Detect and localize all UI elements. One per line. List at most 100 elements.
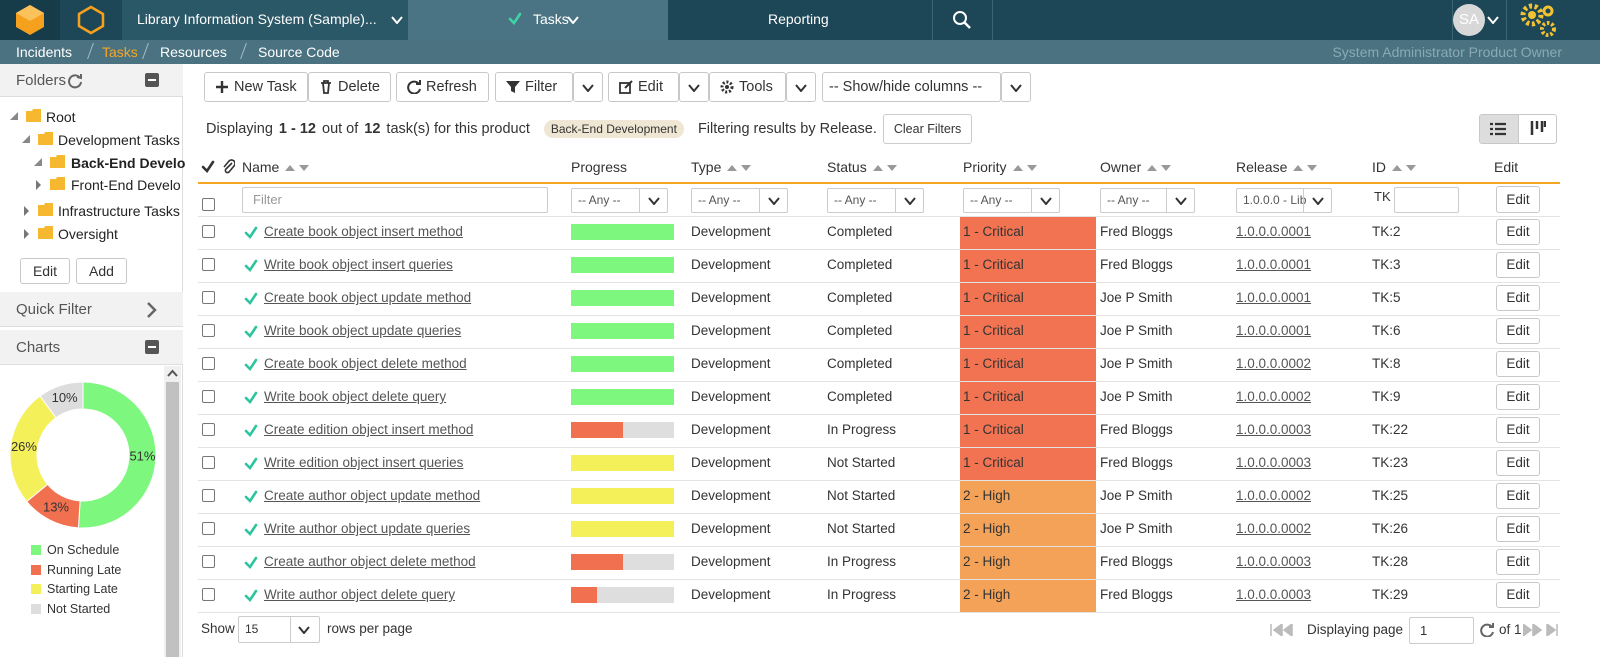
row-edit-button[interactable]: Edit	[1496, 351, 1540, 377]
column-header: Progress	[571, 159, 628, 175]
release-link[interactable]: 1.0.0.0.0003	[1236, 455, 1312, 470]
toolbar-label[interactable]: New Task	[234, 79, 297, 95]
release-link[interactable]: 1.0.0.0.0002	[1236, 488, 1312, 503]
row-edit-button[interactable]: Edit	[1496, 516, 1540, 542]
filter-input[interactable]: Filter	[242, 187, 548, 213]
row-edit-button[interactable]: Edit	[1496, 318, 1540, 344]
column-header[interactable]: Status	[827, 159, 867, 175]
release-link[interactable]: 1.0.0.0.0003	[1236, 422, 1312, 437]
select-all[interactable]	[202, 198, 215, 211]
task-link[interactable]: Create book object insert method	[264, 224, 463, 239]
dropdown-button[interactable]	[1001, 72, 1031, 102]
breadcrumb-link[interactable]: Source Code	[258, 44, 340, 60]
dropdown-button[interactable]	[573, 72, 603, 102]
release-link[interactable]: 1.0.0.0.0001	[1236, 257, 1312, 272]
pie-slice	[77, 381, 157, 529]
row-edit-button[interactable]: Edit	[1496, 417, 1540, 443]
row-checkbox[interactable]	[202, 225, 215, 238]
breadcrumb-link[interactable]: Incidents	[16, 44, 73, 60]
row-checkbox[interactable]	[202, 291, 215, 304]
page-input[interactable]: 1	[1409, 617, 1474, 644]
row-checkbox[interactable]	[202, 258, 215, 271]
release-link[interactable]: 1.0.0.0.0002	[1236, 521, 1312, 536]
task-link[interactable]: Write author object delete query	[264, 587, 456, 602]
nav-tab[interactable]: Tasks	[533, 11, 569, 27]
task-link[interactable]: Write edition object insert queries	[264, 455, 464, 470]
tree-node[interactable]: Development Tasks	[58, 132, 180, 148]
row-checkbox[interactable]	[202, 555, 215, 568]
priority-cell	[960, 514, 1096, 546]
task-link[interactable]: Write author object update queries	[264, 521, 471, 536]
toolbar-label[interactable]: Delete	[338, 79, 380, 95]
row-checkbox[interactable]	[202, 357, 215, 370]
column-header[interactable]: Type	[691, 159, 722, 175]
toolbar-button[interactable]	[495, 72, 573, 102]
toolbar-button[interactable]	[308, 72, 391, 102]
toolbar-button[interactable]	[822, 72, 1001, 102]
release-link[interactable]: 1.0.0.0.0003	[1236, 587, 1312, 602]
dropdown-button[interactable]	[679, 72, 709, 102]
row-edit-button[interactable]: Edit	[1496, 549, 1540, 575]
row-edit-button[interactable]: Edit	[1496, 219, 1540, 245]
tree-node[interactable]: Oversight	[58, 226, 118, 242]
row-edit-button[interactable]: Edit	[1496, 483, 1540, 509]
release-link[interactable]: 1.0.0.0.0002	[1236, 356, 1312, 371]
avatar[interactable]: SA	[1453, 4, 1485, 36]
toolbar-button[interactable]	[396, 72, 489, 102]
row-checkbox[interactable]	[202, 489, 215, 502]
dropdown-button[interactable]	[786, 72, 816, 102]
nav-tab[interactable]: Reporting	[768, 11, 829, 27]
column-header[interactable]: Priority	[963, 159, 1007, 175]
column-header[interactable]: Owner	[1100, 159, 1142, 175]
release-link[interactable]: 1.0.0.0.0001	[1236, 323, 1312, 338]
task-link[interactable]: Create author object delete method	[264, 554, 476, 569]
row-edit-button[interactable]: Edit	[1496, 252, 1540, 278]
tree-node[interactable]: Root	[46, 109, 76, 125]
row-checkbox[interactable]	[202, 456, 215, 469]
row-edit-button[interactable]: Edit	[1496, 285, 1540, 311]
row-checkbox[interactable]	[202, 522, 215, 535]
row-edit-button[interactable]: Edit	[1496, 582, 1540, 608]
breadcrumb-link[interactable]: Resources	[160, 44, 227, 60]
id-input[interactable]	[1394, 187, 1459, 213]
task-link[interactable]: Create book object update method	[264, 290, 472, 305]
toolbar-label[interactable]: -- Show/hide columns --	[829, 79, 983, 95]
product-name[interactable]: Library Information System (Sample)...	[137, 11, 377, 27]
clear-filters[interactable]: Clear Filters	[882, 114, 973, 144]
row-edit-button[interactable]: Edit	[1496, 450, 1540, 476]
task-link[interactable]: Create edition object insert method	[264, 422, 474, 437]
filter-button[interactable]: Edit	[1496, 186, 1540, 213]
task-link[interactable]: Create author object update method	[264, 488, 481, 503]
row-checkbox[interactable]	[202, 588, 215, 601]
task-link[interactable]: Write book object delete query	[264, 389, 447, 404]
sidebar-button[interactable]: Add	[76, 258, 127, 284]
breadcrumb-link[interactable]: Tasks	[102, 44, 138, 60]
column-header[interactable]: Name	[242, 159, 280, 175]
toolbar-label[interactable]: Refresh	[426, 79, 477, 95]
task-link[interactable]: Write book object update queries	[264, 323, 462, 338]
toolbar-label[interactable]: Edit	[638, 79, 663, 95]
sidebar-button[interactable]: Edit	[20, 258, 70, 284]
filter-select[interactable]: -- Any --	[963, 188, 1060, 213]
tree-node[interactable]: Back-End Develo	[71, 155, 186, 171]
column-header[interactable]: ID	[1372, 159, 1386, 175]
tree-node[interactable]: Front-End Develo	[71, 177, 181, 193]
page-size[interactable]: 15	[238, 616, 320, 643]
row-checkbox[interactable]	[202, 390, 215, 403]
filter-select[interactable]: -- Any --	[1100, 188, 1195, 213]
release-link[interactable]: 1.0.0.0.0003	[1236, 554, 1312, 569]
view-toggle[interactable]	[1518, 114, 1557, 144]
row-checkbox[interactable]	[202, 423, 215, 436]
tree-node[interactable]: Infrastructure Tasks	[58, 203, 180, 219]
task-link[interactable]: Create book object delete method	[264, 356, 467, 371]
sort-icon	[1147, 165, 1171, 171]
release-link[interactable]: 1.0.0.0.0002	[1236, 389, 1312, 404]
toolbar-label[interactable]: Filter	[525, 79, 558, 95]
row-edit-button[interactable]: Edit	[1496, 384, 1540, 410]
task-link[interactable]: Write book object insert queries	[264, 257, 453, 272]
release-link[interactable]: 1.0.0.0.0001	[1236, 290, 1312, 305]
release-link[interactable]: 1.0.0.0.0001	[1236, 224, 1312, 239]
row-checkbox[interactable]	[202, 324, 215, 337]
column-header[interactable]: Release	[1236, 159, 1288, 175]
toolbar-label[interactable]: Tools	[739, 79, 773, 95]
